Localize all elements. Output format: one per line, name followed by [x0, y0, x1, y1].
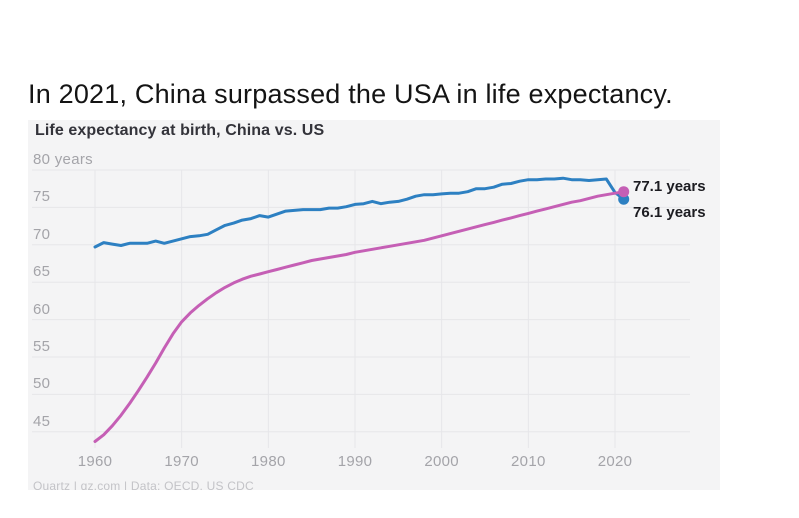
china-line: [93, 190, 626, 443]
x-tick-label: 2010: [511, 453, 546, 470]
chart-title: Life expectancy at birth, China vs. US: [35, 122, 325, 139]
line-chart: [32, 169, 690, 448]
y-tick-label: 75: [33, 188, 51, 206]
x-tick-label: 2000: [424, 453, 459, 470]
x-tick-label: 1970: [164, 453, 199, 470]
china-end-label: 77.1 years: [633, 178, 706, 195]
x-tick-label: 1990: [337, 453, 373, 470]
y-tick-label: 65: [33, 263, 51, 281]
x-tick-label: 2020: [597, 453, 633, 470]
y-tick-label: 80 years: [33, 151, 93, 168]
us-line: [93, 176, 626, 249]
chart-card: Life expectancy at birth, China vs. US 4…: [28, 120, 720, 490]
y-tick-label: 55: [33, 338, 51, 355]
chart-credit: Quartz | qz.com | Data: OECD, US CDC: [33, 479, 254, 490]
us-end-label: 76.1 years: [633, 204, 706, 221]
x-tick-label: 1980: [251, 453, 286, 470]
y-tick-label: 45: [33, 412, 51, 430]
china-end-dot: [618, 186, 630, 198]
y-tick-label: 60: [33, 300, 51, 318]
x-tick-label: 1960: [77, 453, 113, 470]
y-tick-label: 50: [33, 375, 51, 393]
y-tick-label: 70: [33, 225, 51, 243]
headline: In 2021, China surpassed the USA in life…: [28, 79, 673, 109]
